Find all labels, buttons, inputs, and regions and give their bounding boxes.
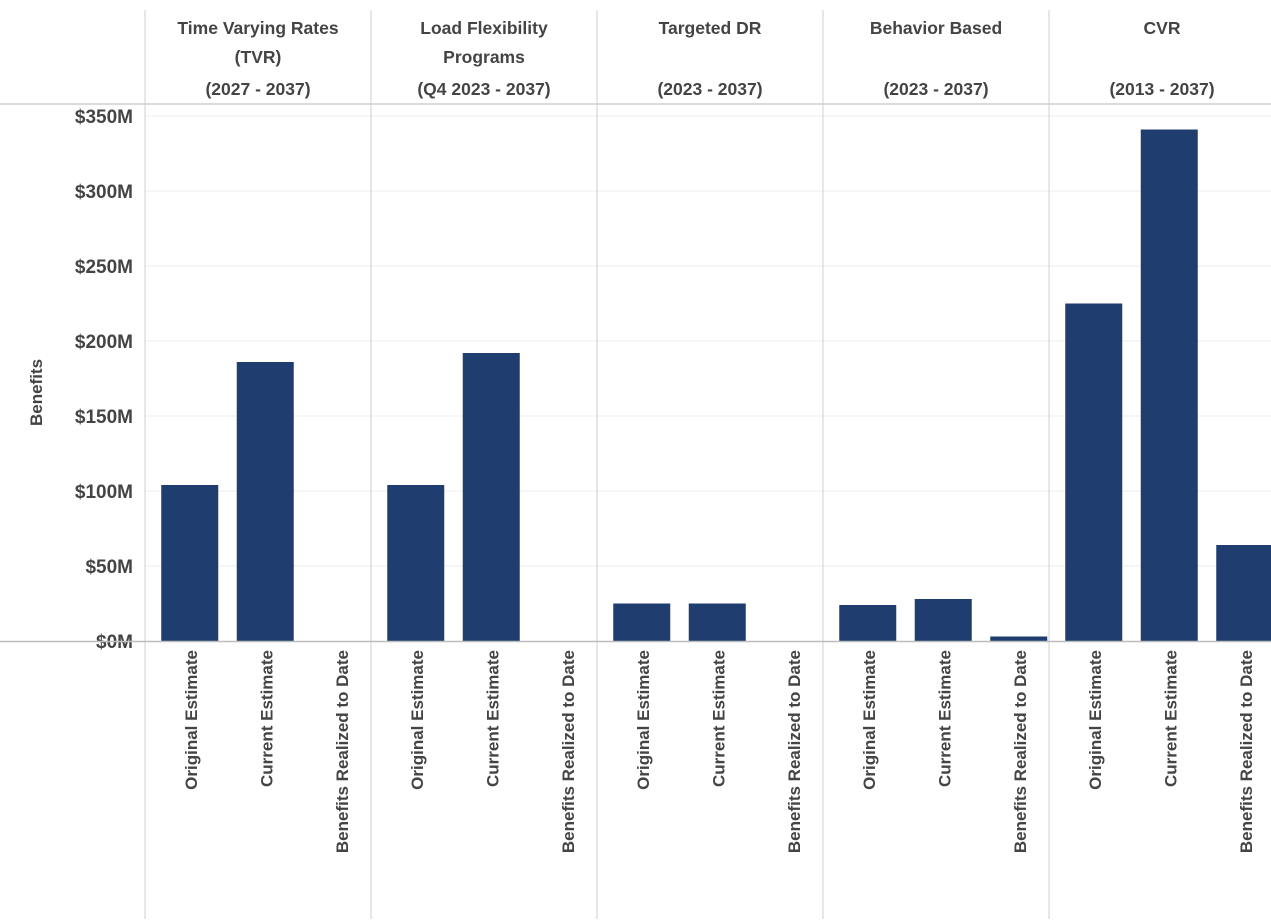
- panel-title-line: (2027 - 2037): [205, 79, 310, 99]
- y-tick-label: $150M: [75, 407, 133, 428]
- bar: [236, 362, 294, 641]
- bar: [1216, 545, 1271, 641]
- bar: [839, 605, 897, 641]
- x-category-label: Current Estimate: [1161, 650, 1180, 787]
- panel-title-line: (Q4 2023 - 2037): [417, 79, 550, 99]
- bar: [1140, 129, 1198, 641]
- y-tick-label: $250M: [75, 257, 133, 278]
- y-axis-title: Benefits: [27, 359, 46, 426]
- y-tick-label: $300M: [75, 182, 133, 203]
- y-tick-label: $200M: [75, 332, 133, 353]
- panel-title-line: (2013 - 2037): [1109, 79, 1214, 99]
- y-tick-label: $350M: [75, 107, 133, 128]
- x-category-label: Benefits Realized to Date: [1011, 650, 1030, 853]
- y-tick-label: $0M: [96, 632, 133, 653]
- y-tick-label: $50M: [85, 557, 133, 578]
- panel-title-line: (TVR): [235, 47, 282, 67]
- bar: [387, 485, 445, 641]
- panel-title-line: Targeted DR: [659, 18, 762, 38]
- x-category-label: Current Estimate: [709, 650, 728, 787]
- bar: [914, 599, 972, 641]
- bar: [1065, 303, 1123, 641]
- x-category-label: Benefits Realized to Date: [785, 650, 804, 853]
- x-category-label: Original Estimate: [1086, 650, 1105, 790]
- bar: [688, 603, 746, 641]
- x-category-label: Benefits Realized to Date: [559, 650, 578, 853]
- x-category-label: Original Estimate: [634, 650, 653, 790]
- panel-title-line: Load Flexibility: [420, 18, 548, 38]
- x-category-label: Original Estimate: [860, 650, 879, 790]
- panel-title-line: Behavior Based: [870, 18, 1002, 38]
- bar: [462, 353, 520, 641]
- x-category-label: Benefits Realized to Date: [333, 650, 352, 853]
- panel-title-line: (2023 - 2037): [657, 79, 762, 99]
- panel-title-line: CVR: [1144, 18, 1181, 38]
- x-category-label: Original Estimate: [408, 650, 427, 790]
- x-category-label: Benefits Realized to Date: [1237, 650, 1256, 853]
- bar: [613, 603, 671, 641]
- x-category-label: Current Estimate: [935, 650, 954, 787]
- panel-title-line: Time Varying Rates: [177, 18, 338, 38]
- x-category-label: Current Estimate: [483, 650, 502, 787]
- bar: [161, 485, 219, 641]
- x-category-label: Original Estimate: [182, 650, 201, 790]
- y-tick-label: $100M: [75, 482, 133, 503]
- x-category-label: Current Estimate: [257, 650, 276, 787]
- panel-title-line: Programs: [443, 47, 525, 67]
- panel-title-line: (2023 - 2037): [883, 79, 988, 99]
- bar: [990, 636, 1048, 641]
